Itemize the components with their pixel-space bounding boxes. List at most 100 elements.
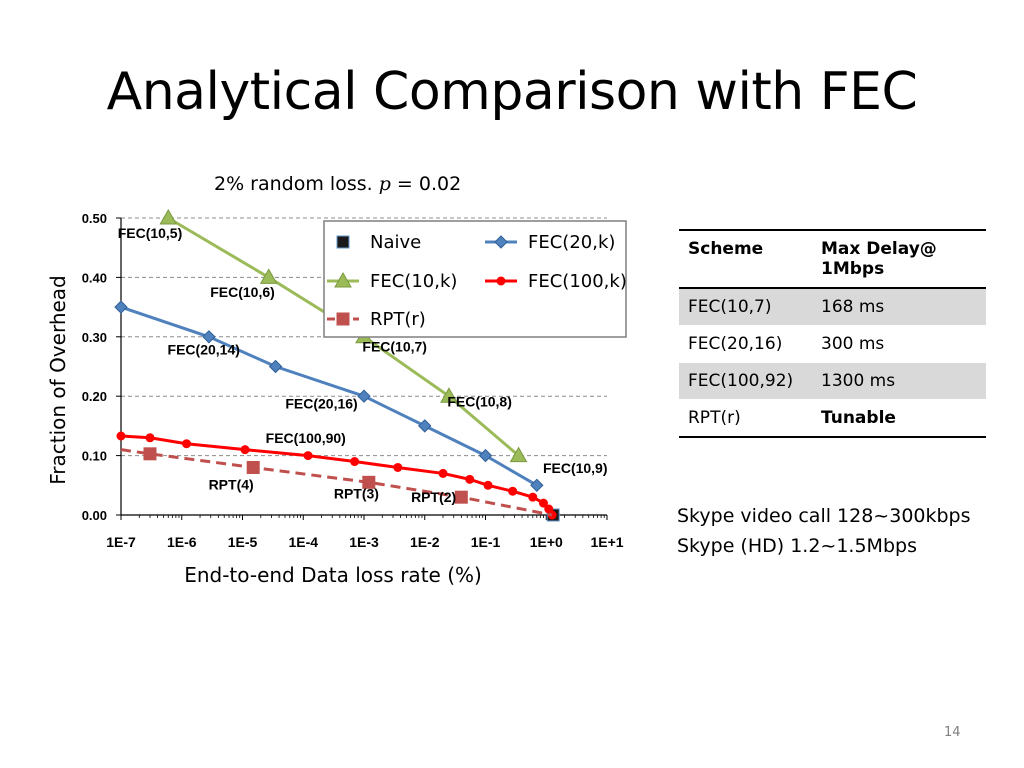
data-point (357, 389, 371, 403)
data-point (530, 478, 544, 493)
point-annotation: FEC(10,7) (362, 339, 427, 355)
point-annotation: FEC(100,90) (266, 430, 346, 446)
table-header-row: Scheme Max Delay@ 1Mbps (679, 229, 986, 289)
y-tick-label: 0.10 (82, 449, 107, 464)
data-point (145, 433, 155, 443)
data-point (528, 492, 538, 502)
y-tick-label: 0.50 (82, 211, 107, 226)
data-point (509, 446, 528, 463)
table-cell-scheme: FEC(100,92) (688, 371, 794, 391)
legend-item: Naive (336, 232, 421, 253)
legend-marker (334, 271, 352, 288)
annotation-layer: FEC(10,5) FEC(10,6) FEC(20,14) FEC(10,7) FEC… (118, 225, 608, 505)
data-point (508, 486, 518, 496)
legend-box (323, 220, 627, 338)
table-cell-scheme: FEC(10,7) (688, 297, 772, 317)
series-rpt-r (120, 447, 553, 517)
table-cell-scheme: RPT(r) (688, 408, 741, 428)
subtitle-variable: p (378, 173, 391, 195)
grid-layer (121, 217, 607, 457)
x-tick-label: 1E-6 (167, 534, 197, 550)
point-annotation: RPT(4) (209, 476, 254, 492)
data-point (246, 460, 260, 474)
x-tick-label: 1E-1 (471, 534, 501, 550)
data-point (116, 431, 126, 441)
data-point (143, 447, 157, 461)
skype-video-note: Skype video call 128~300kbps (677, 505, 971, 527)
legend-marker (336, 235, 350, 249)
data-point (418, 419, 432, 433)
legend: Naive FEC(20,k) FEC(10,k) FEC(100,k) RPT(r) (323, 220, 627, 338)
legend-item: FEC(20,k) (485, 232, 615, 253)
page-number: 14 (944, 725, 961, 740)
legend-label: FEC(10,k) (370, 271, 457, 292)
series-fec-20-k (114, 300, 544, 493)
data-point (440, 387, 458, 403)
axis-layer: 0.00 0.10 0.20 0.30 0.40 0.50 1E-7 1E-6 1E-5 1E-4… (82, 211, 624, 550)
data-point (438, 468, 448, 478)
legend-item: FEC(10,k) (327, 271, 457, 292)
legend-label: FEC(100,k) (528, 271, 627, 292)
slide-title: Analytical Comparison with FEC (106, 62, 918, 122)
data-point (393, 462, 403, 472)
table-cell-scheme: FEC(20,16) (688, 334, 783, 354)
table-cell-delay: 1300 ms (821, 371, 896, 391)
table-header-scheme: Scheme (679, 229, 812, 289)
data-point (362, 475, 376, 489)
x-tick-label: 1E-4 (288, 534, 318, 550)
y-axis-label: Fraction of Overhead (46, 275, 70, 485)
series-fec-100-k (116, 431, 557, 520)
data-point (350, 457, 360, 467)
legend-item: RPT(r) (327, 309, 426, 330)
subtitle-suffix: = 0.02 (390, 173, 462, 195)
data-point (159, 208, 178, 225)
max-delay-table: Scheme Max Delay@ 1Mbps FEC(10,7) 168 ms… (679, 229, 986, 438)
table-header-max-delay: Max Delay@ 1Mbps (812, 229, 986, 289)
legend-marker (496, 276, 506, 286)
point-annotation: FEC(20,14) (168, 342, 240, 358)
point-annotation: RPT(3) (334, 485, 379, 501)
table-row: FEC(20,16) 300 ms (679, 326, 986, 363)
data-point (303, 451, 313, 461)
x-tick-label: 1E-5 (228, 534, 258, 550)
legend-label: RPT(r) (370, 309, 426, 330)
series-layer (114, 208, 560, 522)
data-point (182, 439, 192, 449)
y-tick-label: 0.30 (82, 330, 107, 345)
data-point (454, 490, 468, 504)
data-point (538, 498, 548, 508)
x-tick-label: 1E+1 (590, 534, 623, 550)
table-row: FEC(10,7) 168 ms (679, 288, 986, 326)
y-tick-label: 0.00 (82, 508, 107, 523)
legend-label: Naive (370, 232, 421, 253)
legend-label: FEC(20,k) (528, 232, 615, 253)
point-annotation: FEC(10,9) (543, 460, 608, 476)
table-cell-delay: 168 ms (821, 297, 885, 317)
data-point (268, 359, 283, 374)
y-tick-label: 0.40 (82, 270, 107, 285)
point-annotation: FEC(10,5) (118, 225, 183, 241)
chart-subtitle: 2% random loss. p = 0.02 (214, 173, 461, 195)
point-annotation: RPT(2) (411, 489, 456, 505)
table-cell-delay: Tunable (821, 408, 896, 428)
table-row: RPT(r) Tunable (679, 400, 986, 437)
data-point (478, 448, 493, 463)
x-tick-label: 1E-3 (349, 534, 379, 550)
point-annotation: FEC(10,6) (210, 284, 275, 300)
x-tick-label: 1E-2 (410, 534, 440, 550)
skype-hd-note: Skype (HD) 1.2~1.5Mbps (677, 535, 917, 557)
point-annotation: FEC(20,16) (285, 396, 357, 412)
data-point (202, 330, 216, 344)
table-row: FEC(100,92) 1300 ms (679, 362, 986, 400)
data-point (483, 480, 493, 490)
point-annotation: FEC(10,8) (447, 393, 512, 409)
subtitle-prefix: 2% random loss. (214, 173, 379, 195)
x-tick-label: 1E-7 (106, 534, 136, 550)
table-cell-delay: 300 ms (821, 334, 885, 354)
legend-marker (336, 312, 350, 326)
x-tick-label: 1E+0 (530, 534, 563, 550)
y-tick-label: 0.20 (82, 389, 107, 404)
legend-marker (494, 235, 508, 249)
data-point (465, 474, 475, 484)
